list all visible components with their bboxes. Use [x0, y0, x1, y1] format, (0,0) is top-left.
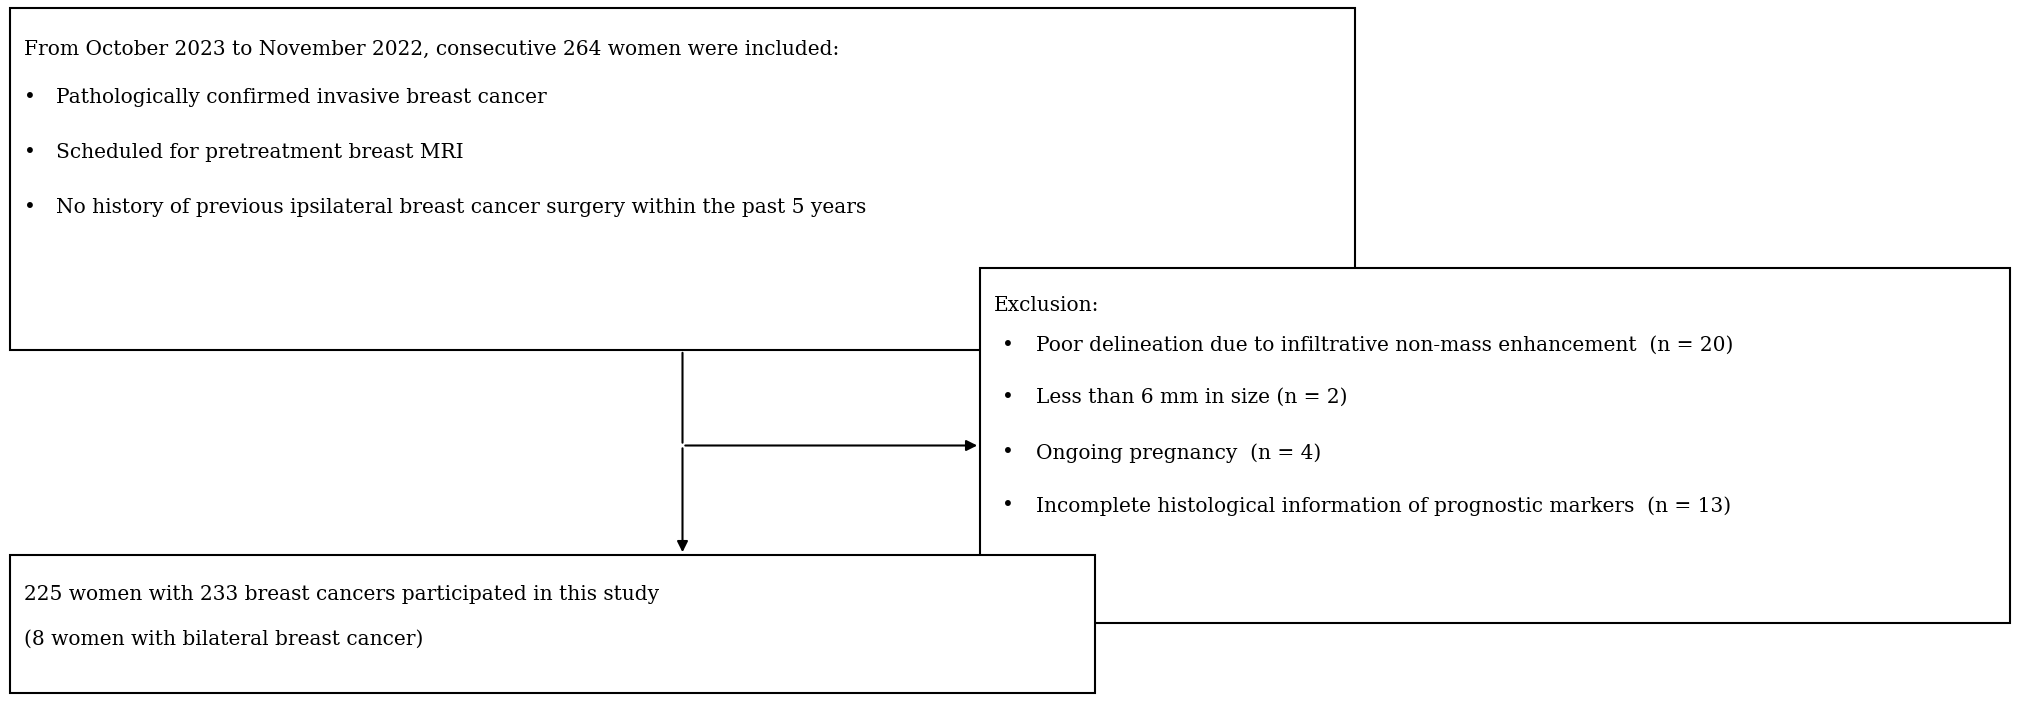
Text: Exclusion:: Exclusion: [994, 296, 1100, 315]
Text: Less than 6 mm in size (n = 2): Less than 6 mm in size (n = 2) [1037, 388, 1347, 407]
Text: •: • [24, 88, 37, 107]
Text: •: • [1002, 496, 1014, 515]
Text: •: • [24, 143, 37, 162]
Text: Scheduled for pretreatment breast MRI: Scheduled for pretreatment breast MRI [57, 143, 463, 162]
Text: (8 women with bilateral breast cancer): (8 women with bilateral breast cancer) [24, 630, 424, 649]
Text: Incomplete histological information of prognostic markers  (n = 13): Incomplete histological information of p… [1037, 496, 1731, 515]
Text: No history of previous ipsilateral breast cancer surgery within the past 5 years: No history of previous ipsilateral breas… [57, 198, 866, 217]
Text: 225 women with 233 breast cancers participated in this study: 225 women with 233 breast cancers partic… [24, 585, 659, 604]
Text: Poor delineation due to infiltrative non-mass enhancement  (n = 20): Poor delineation due to infiltrative non… [1037, 336, 1733, 355]
Text: •: • [1002, 336, 1014, 355]
Text: •: • [1002, 388, 1014, 407]
Text: Pathologically confirmed invasive breast cancer: Pathologically confirmed invasive breast… [57, 88, 546, 107]
Text: Ongoing pregnancy  (n = 4): Ongoing pregnancy (n = 4) [1037, 443, 1321, 462]
Text: From October 2023 to November 2022, consecutive 264 women were included:: From October 2023 to November 2022, cons… [24, 40, 840, 59]
Text: •: • [24, 198, 37, 217]
Bar [10, 555, 1096, 693]
Text: •: • [1002, 443, 1014, 462]
Bar [980, 268, 2011, 623]
Bar [10, 8, 1355, 350]
